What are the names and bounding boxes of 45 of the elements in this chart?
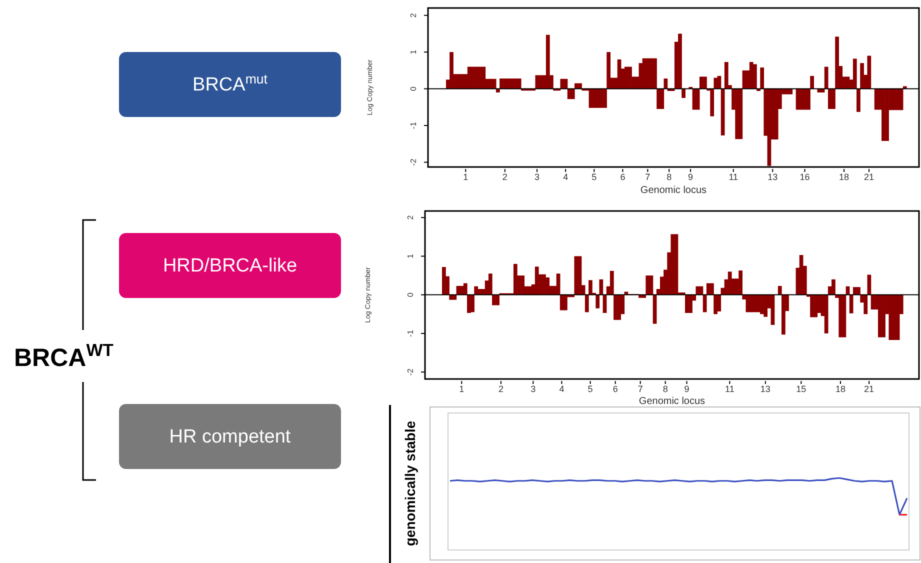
text: BRCA$^{WT}$ — [14, 340, 114, 372]
y-tick-label: 0 — [409, 86, 418, 92]
y-axis-title: genomically stable — [402, 420, 418, 546]
text: HR competent — [169, 426, 292, 448]
x-tick-label: 4 — [559, 384, 564, 394]
x-tick-label: 3 — [530, 384, 536, 394]
y-tick-label: 2 — [409, 12, 418, 18]
x-tick-label: 11 — [725, 384, 734, 394]
y-tick-label: 1 — [409, 49, 418, 54]
y-tick-label: 2 — [406, 214, 415, 220]
x-tick-label: 8 — [662, 384, 668, 394]
x-tick-label: 15 — [796, 384, 806, 394]
x-tick-label: 18 — [835, 384, 846, 394]
x-axis-title: Genomic locus — [640, 185, 707, 196]
x-tick-label: 6 — [612, 384, 618, 394]
text: BRCA$^{mut}$ — [192, 71, 268, 96]
x-tick-label: 2 — [498, 384, 504, 394]
x-tick-label: 21 — [864, 172, 874, 182]
y-tick-label: -1 — [406, 329, 415, 337]
x-tick-label: 8 — [666, 172, 672, 182]
x-tick-label: 21 — [864, 384, 874, 394]
y-tick-label: -2 — [406, 368, 415, 376]
y-tick-label: -1 — [409, 121, 418, 130]
x-tick-label: 1 — [463, 172, 468, 182]
y-tick-label: 1 — [406, 253, 415, 258]
x-tick-label: 4 — [563, 172, 568, 182]
x-tick-label: 2 — [502, 172, 508, 182]
x-tick-label: 7 — [638, 384, 643, 394]
x-tick-label: 6 — [620, 172, 626, 182]
x-tick-label: 5 — [592, 172, 597, 182]
x-tick-label: 18 — [839, 172, 850, 182]
x-tick-label: 1 — [459, 384, 464, 394]
y-tick-label: 0 — [406, 292, 415, 298]
x-tick-label: 13 — [768, 172, 778, 182]
y-tick-label: -2 — [409, 158, 418, 166]
x-tick-label: 7 — [645, 172, 650, 182]
text: HRD/BRCA-like — [162, 256, 298, 276]
x-tick-label: 16 — [800, 172, 810, 182]
x-tick-label: 9 — [684, 384, 690, 394]
x-tick-label: 11 — [728, 172, 738, 182]
x-tick-label: 3 — [534, 172, 540, 182]
x-axis-title: Genomic locus — [638, 396, 706, 407]
x-tick-label: 13 — [760, 384, 770, 394]
x-tick-label: 5 — [588, 384, 593, 394]
x-tick-label: 9 — [688, 172, 694, 182]
